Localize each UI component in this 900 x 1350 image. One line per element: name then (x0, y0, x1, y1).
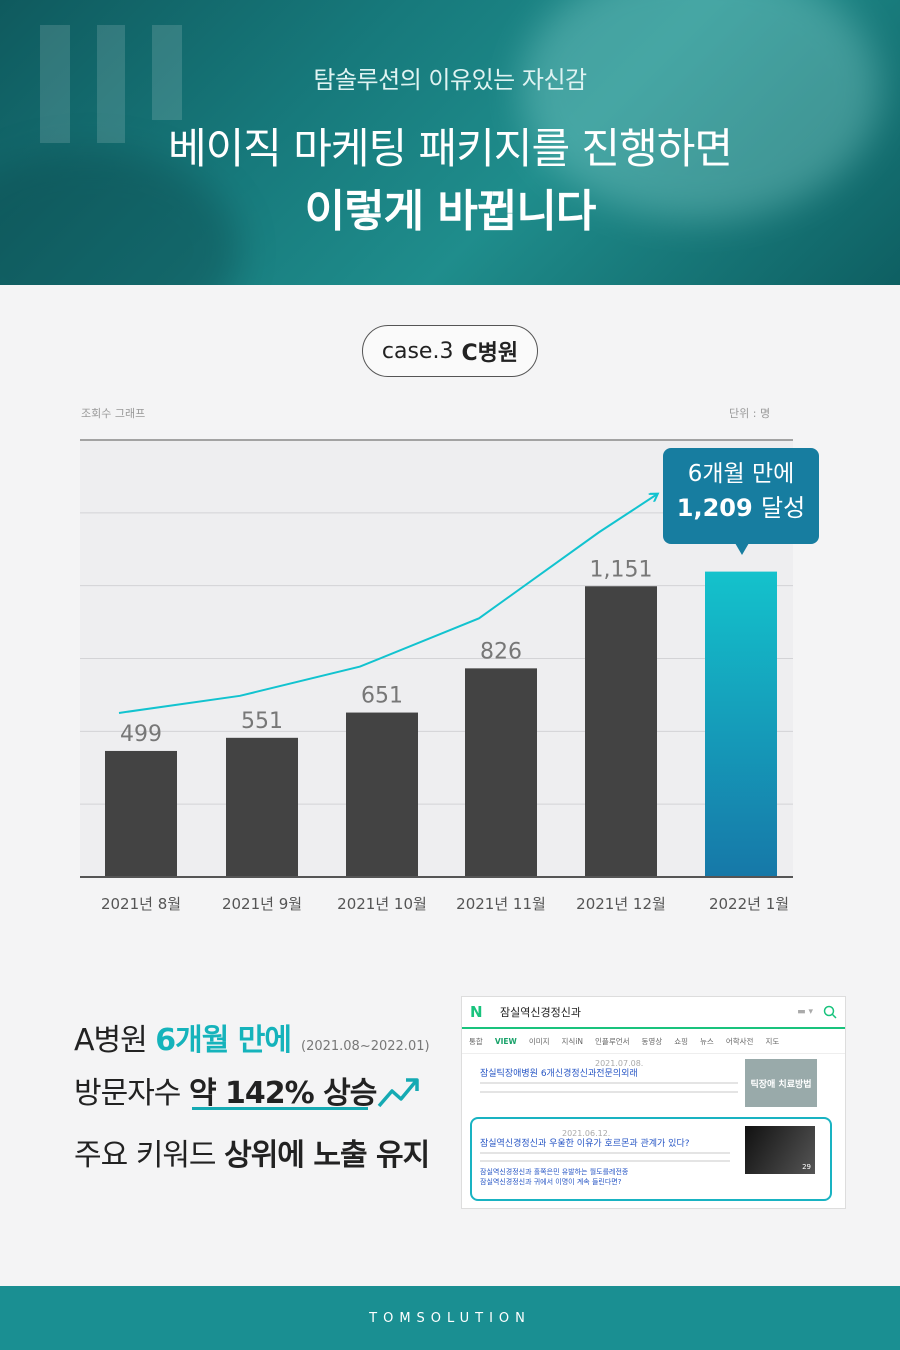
hero-banner: 탐솔루션의 이유있는 자신감 베이직 마케팅 패키지를 진행하면 이렇게 바뀝니… (0, 0, 900, 285)
stat-period: (2021.08~2022.01) (301, 1039, 430, 1054)
search-tabs: 통합 VIEW 이미지 지식iN 인플루언서 동영상 쇼핑 뉴스 어학사전 지도 (462, 1029, 845, 1054)
result-2-title: 잠실역신경정신과 우울한 이유가 호르몬과 관계가 있다? (480, 1139, 690, 1149)
bar-5 (585, 586, 657, 877)
result-1-date: 2021.07.08. (595, 1059, 644, 1068)
footer-brand: TOMSOLUTION (0, 1286, 900, 1350)
stat-visitors-increase: 약 142% 상승 (188, 1076, 377, 1111)
stat-line-3: 주요 키워드 상위에 노출 유지 (74, 1130, 430, 1174)
tab-image: 이미지 (528, 1036, 550, 1046)
search-icon (823, 1005, 837, 1019)
search-result-screenshot: N 잠실역신경정신과 ▬ ▾ 통합 VIEW 이미지 지식iN 인플루언서 동영… (461, 996, 846, 1209)
hero-title-line2: 이렇게 바뀝니다 (304, 186, 597, 237)
thumbnail-badge: 29 (802, 1163, 811, 1171)
stat-line-2: 방문자수 약 142% 상승 (74, 1068, 377, 1112)
x-tick-label-5: 2021년 12월 (576, 895, 666, 913)
highlighted-result-frame (470, 1117, 832, 1201)
stat-keyword-result: 상위에 노출 유지 (224, 1138, 430, 1173)
bar-4 (465, 668, 537, 877)
hero-bg-blob (520, 0, 880, 220)
bar-6 (705, 571, 777, 877)
result-1-title: 잠실틱장애병원 6개신경정신과전문의외래 (480, 1069, 638, 1079)
bar-1 (105, 750, 177, 877)
callout-value: 1,209 (676, 494, 753, 522)
value-label-2: 551 (241, 709, 283, 734)
result-2-date: 2021.06.12. (562, 1129, 611, 1138)
value-label-1: 499 (120, 722, 162, 747)
chart-caption: 조회수 그래프 (81, 407, 146, 420)
tab-influencer: 인플루언서 (595, 1036, 630, 1046)
trend-arrow (118, 494, 657, 714)
stat-line-1: A병원 6개월 만에 (2021.08~2022.01) (74, 1015, 430, 1059)
highlight-underline (192, 1107, 368, 1110)
result-2-link-2: 잠실역신경정신과 귀에서 이명이 계속 들린다면? (480, 1178, 622, 1186)
decor-bar (40, 25, 70, 143)
callout-line1: 6개월 만에 (687, 461, 795, 487)
result-2-snippet (480, 1149, 730, 1165)
callout-suffix: 달성 (761, 494, 806, 522)
x-tick-label-2: 2021년 9월 (222, 895, 302, 913)
value-label-3: 651 (361, 684, 403, 709)
result-item-1: 2021.07.08. 잠실틱장애병원 6개신경정신과전문의외래 (480, 1059, 738, 1097)
case-prefix: case.3 (381, 338, 454, 364)
trend-up-icon (377, 1078, 419, 1108)
hero-subtitle: 탐솔루션의 이유있는 자신감 (313, 66, 587, 94)
value-label-5: 1,151 (590, 557, 653, 582)
decor-bar (97, 25, 125, 143)
tab-all: 통합 (469, 1036, 483, 1046)
naver-logo-icon: N (470, 1003, 483, 1021)
result-1-snippet (480, 1079, 738, 1097)
tab-view: VIEW (494, 1036, 517, 1046)
tab-video: 동영상 (641, 1036, 663, 1046)
search-query: 잠실역신경정신과 (500, 1006, 581, 1019)
x-tick-label-1: 2021년 8월 (101, 895, 181, 913)
result-1-thumbnail: 틱장애 치료방법 (745, 1059, 817, 1107)
chart-unit: 단위 : 명 (729, 407, 771, 420)
keyboard-icon: ▬ ▾ (797, 1007, 813, 1017)
bar-3 (346, 712, 418, 877)
stat-duration: 6개월 만에 (155, 1023, 292, 1058)
achievement-callout: 6개월 만에 1,209 달성 (663, 448, 819, 555)
bar-2 (226, 737, 298, 877)
stat-hospital: A병원 (74, 1023, 148, 1058)
result-item-2: 2021.06.12. 잠실역신경정신과 우울한 이유가 호르몬과 관계가 있다… (480, 1129, 730, 1187)
decor-bar (152, 25, 182, 120)
tab-dictionary: 어학사전 (725, 1036, 754, 1046)
x-tick-label-4: 2021년 11월 (456, 895, 546, 913)
case-hospital-name: C병원 (461, 341, 519, 366)
result-2-thumbnail: 29 (745, 1126, 815, 1174)
search-header: N 잠실역신경정신과 ▬ ▾ (462, 997, 845, 1029)
tab-map: 지도 (765, 1036, 780, 1046)
tab-shopping: 쇼핑 (674, 1036, 689, 1046)
case-badge: case.3 C병원 (362, 325, 538, 377)
x-tick-label-3: 2021년 10월 (337, 895, 427, 913)
hero-title-line1: 베이직 마케팅 패키지를 진행하면 (167, 124, 733, 173)
tab-news: 뉴스 (700, 1036, 714, 1046)
result-2-link-1: 잠실역신경정신과 홀쪽은민 유발하는 월도를레전종 (480, 1168, 629, 1176)
tab-kin: 지식iN (561, 1036, 584, 1046)
x-tick-label-6: 2022년 1월 (709, 895, 789, 913)
value-label-4: 826 (480, 639, 522, 664)
stat-visitors-label: 방문자수 (74, 1076, 181, 1111)
stat-keyword-label: 주요 키워드 (74, 1138, 217, 1173)
